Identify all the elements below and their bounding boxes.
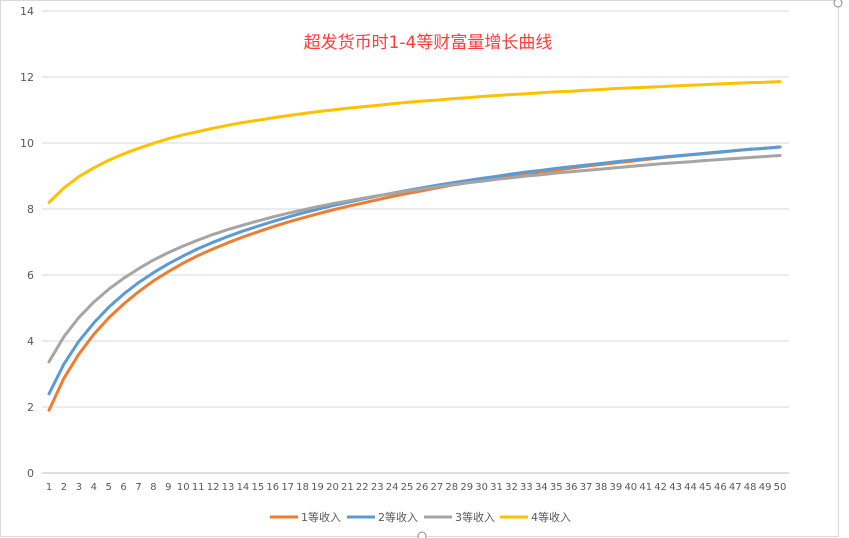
- x-tick-label: 17: [281, 482, 294, 493]
- x-tick-label: 2: [61, 482, 67, 493]
- x-tick-label: 24: [386, 482, 399, 493]
- y-tick-label: 6: [27, 269, 34, 282]
- resize-handle-top-right[interactable]: [833, 0, 843, 8]
- x-tick-label: 36: [565, 482, 578, 493]
- chart-title: 超发货币时1-4等财富量增长曲线: [304, 33, 553, 53]
- series-line-3: [47, 154, 782, 364]
- x-axis-ticks: 1 2 3 4 5 6 7 8 9 10 11 12 13 14 15 16 17 18 19 20 21 22 23 24 2…: [46, 482, 787, 493]
- y-tick-label: 8: [27, 203, 34, 216]
- legend-label-4: 4等收入: [531, 510, 571, 524]
- x-tick-label: 34: [535, 482, 548, 493]
- x-tick-label: 23: [371, 482, 384, 493]
- series-line-4: [47, 80, 782, 204]
- x-tick-label: 30: [475, 482, 488, 493]
- x-tick-label: 33: [520, 482, 533, 493]
- x-tick-label: 6: [120, 482, 126, 493]
- legend-label-1: 1等收入: [301, 510, 341, 524]
- x-tick-label: 40: [624, 482, 637, 493]
- x-tick-label: 29: [460, 482, 473, 493]
- x-tick-label: 3: [76, 482, 82, 493]
- x-tick-label: 13: [222, 482, 235, 493]
- x-tick-label: 35: [550, 482, 563, 493]
- x-tick-label: 19: [311, 482, 324, 493]
- x-tick-label: 27: [431, 482, 444, 493]
- x-tick-label: 1: [46, 482, 52, 493]
- x-tick-label: 41: [639, 482, 652, 493]
- y-tick-label: 14: [20, 5, 34, 18]
- x-tick-label: 38: [595, 482, 608, 493]
- x-tick-label: 22: [356, 482, 369, 493]
- resize-handle-bottom-middle[interactable]: [417, 531, 427, 538]
- y-axis-ticks: 0 2 4 6 8 10 12 14: [20, 5, 34, 480]
- x-tick-label: 45: [699, 482, 712, 493]
- x-tick-label: 42: [654, 482, 667, 493]
- x-tick-label: 5: [105, 482, 111, 493]
- x-tick-label: 18: [296, 482, 309, 493]
- y-tick-label: 10: [20, 137, 34, 150]
- x-tick-label: 9: [165, 482, 171, 493]
- y-tick-label: 0: [27, 467, 34, 480]
- x-tick-label: 26: [416, 482, 429, 493]
- x-tick-label: 48: [744, 482, 757, 493]
- x-tick-label: 21: [341, 482, 354, 493]
- x-tick-label: 20: [326, 482, 339, 493]
- x-tick-label: 47: [729, 482, 742, 493]
- legend: 1等收入 2等收入 3等收入 4等收入: [270, 510, 571, 524]
- x-tick-label: 46: [714, 482, 727, 493]
- x-tick-label: 28: [445, 482, 458, 493]
- x-tick-label: 16: [266, 482, 279, 493]
- y-tick-label: 4: [27, 335, 34, 348]
- legend-label-3: 3等收入: [455, 510, 495, 524]
- legend-label-2: 2等收入: [378, 510, 418, 524]
- x-tick-label: 32: [505, 482, 518, 493]
- x-tick-label: 50: [774, 482, 787, 493]
- y-tick-label: 2: [27, 401, 34, 414]
- x-tick-label: 14: [237, 482, 250, 493]
- x-tick-label: 49: [759, 482, 772, 493]
- x-tick-label: 37: [580, 482, 593, 493]
- x-tick-label: 10: [177, 482, 190, 493]
- x-tick-label: 39: [610, 482, 623, 493]
- y-tick-label: 12: [20, 71, 34, 84]
- x-tick-label: 11: [192, 482, 205, 493]
- x-tick-label: 15: [251, 482, 264, 493]
- x-tick-label: 8: [150, 482, 156, 493]
- x-tick-label: 43: [669, 482, 682, 493]
- x-tick-label: 12: [207, 482, 220, 493]
- x-tick-label: 4: [91, 482, 97, 493]
- x-tick-label: 7: [135, 482, 141, 493]
- gridlines: [42, 10, 789, 474]
- x-tick-label: 31: [490, 482, 503, 493]
- series-lines: [47, 80, 782, 412]
- x-tick-label: 44: [684, 482, 697, 493]
- x-tick-label: 25: [401, 482, 414, 493]
